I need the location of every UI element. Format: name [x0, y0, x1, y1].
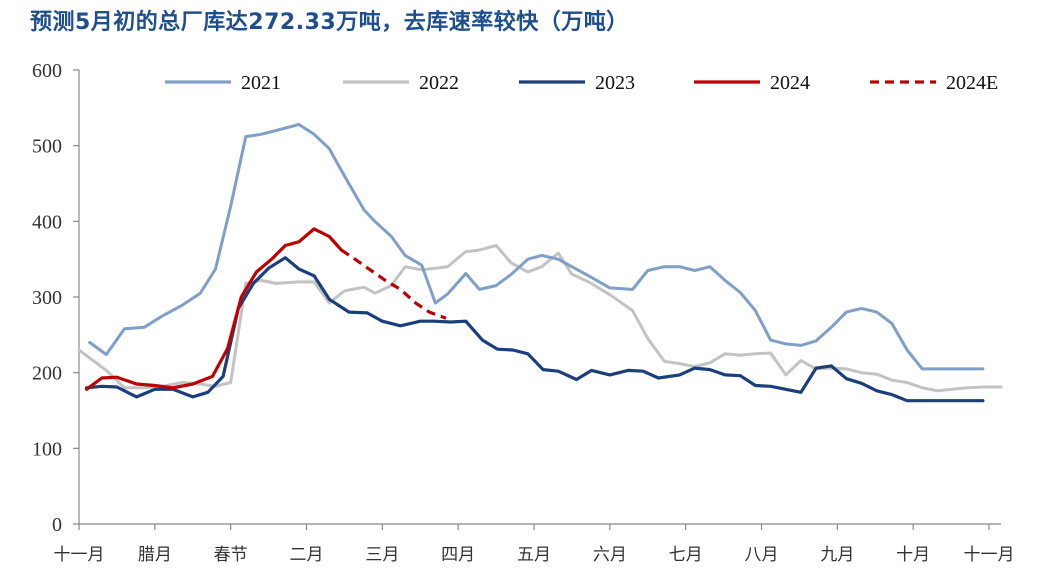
x-tick-label: 春节	[214, 545, 248, 565]
legend-label-2024E: 2024E	[946, 72, 998, 94]
x-axis-ticks: 十一月 腊月 春节 二月 三月 四月 五月 六月 七月 八月 九月 十月 十一月	[54, 524, 1015, 565]
x-tick-label: 八月	[745, 545, 779, 565]
page-title: 预测5月初的总厂库达272.33万吨，去库速率较快（万吨）	[30, 10, 629, 35]
y-tick-label: 200	[32, 363, 62, 385]
x-tick-label: 五月	[517, 545, 551, 565]
series-line-2021	[88, 123, 985, 371]
x-tick-label: 十一月	[54, 545, 105, 565]
axes	[78, 70, 1001, 525]
y-tick-label: 500	[32, 136, 62, 158]
legend-label-2024: 2024	[770, 72, 810, 94]
y-tick-label: 100	[32, 438, 62, 460]
legend-label-2023: 2023	[595, 72, 635, 94]
series-layer	[77, 123, 1003, 403]
series-line-2024	[84, 227, 343, 391]
series-line-2023	[84, 256, 985, 403]
y-tick-label: 400	[32, 211, 62, 233]
x-tick-label: 十月	[896, 545, 930, 565]
x-tick-label: 四月	[441, 545, 475, 565]
x-tick-label: 九月	[820, 545, 854, 565]
y-axis-ticks: 0 100 200 300 400 500 600	[32, 60, 79, 536]
series-line-2024E	[340, 248, 447, 320]
y-tick-label: 0	[52, 514, 62, 536]
legend-label-2022: 2022	[419, 72, 459, 94]
x-tick-label: 七月	[669, 545, 703, 565]
x-tick-label: 三月	[365, 545, 399, 565]
x-tick-label: 二月	[290, 545, 324, 565]
legend-label-2021: 2021	[241, 72, 281, 94]
x-tick-label: 十一月	[964, 545, 1015, 565]
y-tick-label: 300	[32, 287, 62, 309]
y-tick-label: 600	[32, 60, 62, 82]
x-tick-label: 腊月	[138, 545, 172, 565]
x-tick-label: 六月	[593, 545, 627, 565]
legend: 2021 2022 2023 2024 2024E	[165, 72, 998, 94]
